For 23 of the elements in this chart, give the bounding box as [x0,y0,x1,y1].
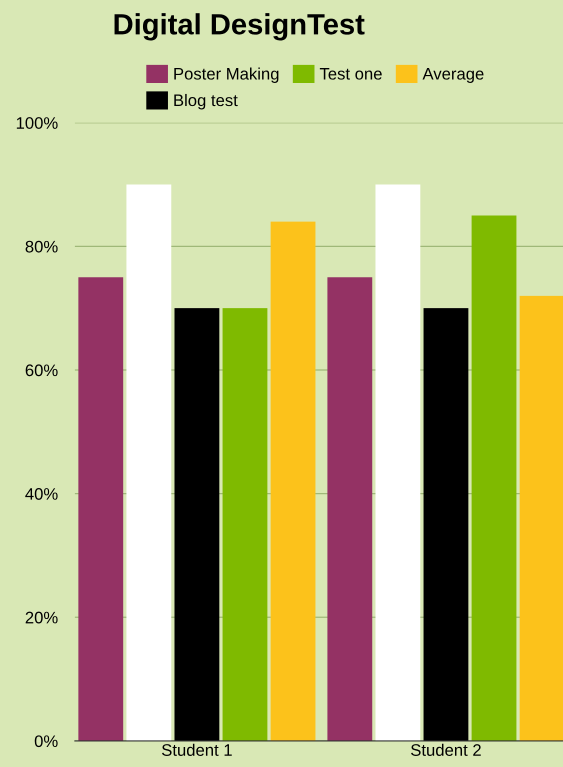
bar [174,308,220,741]
legend-label: Average [422,68,484,83]
bar [327,277,372,741]
y-tick-label: 60% [26,364,58,376]
bar [424,308,468,741]
bar [270,222,316,741]
bar [375,184,420,741]
x-tick-label: Student 1 [162,744,232,756]
bar [222,308,268,741]
y-tick-label: 0% [34,735,58,748]
legend-label: Test one [320,68,382,80]
y-tick-label: 20% [26,612,58,624]
bar [78,277,124,741]
bar [472,215,516,741]
x-tick-label: Student 2 [411,744,481,756]
y-tick-label: 100% [16,117,58,129]
y-tick-label: 80% [26,240,58,253]
chart-title: Digital DesignTest [114,13,365,41]
legend-label: Blog test [174,94,238,110]
bar [126,184,172,741]
y-tick-label: 40% [25,488,58,500]
bar [520,296,563,741]
legend-label: Poster Making [174,67,278,83]
